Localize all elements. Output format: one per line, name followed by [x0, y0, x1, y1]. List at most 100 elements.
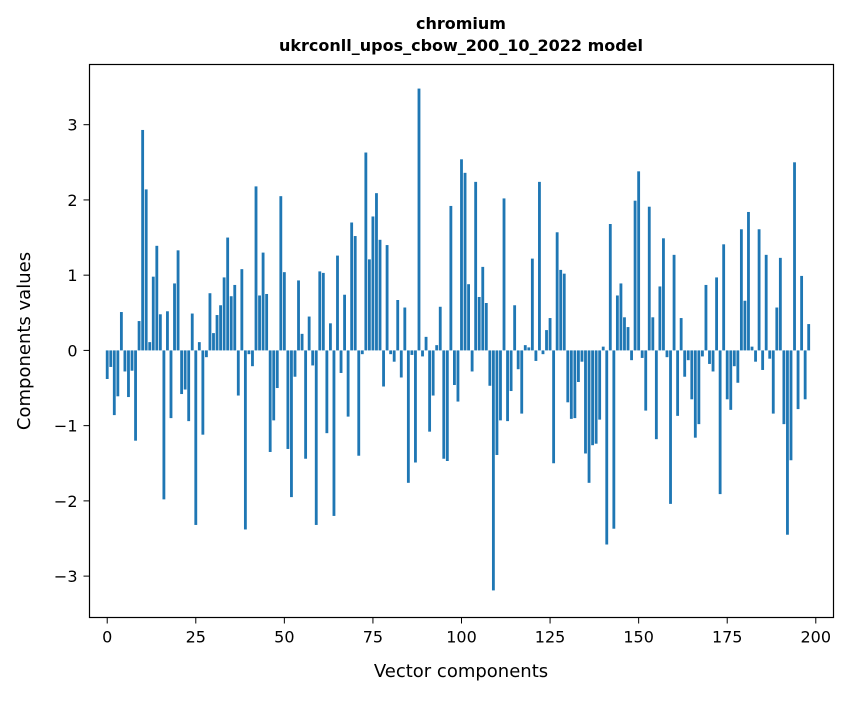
- bar: [555, 232, 559, 351]
- x-tick-label: 0: [102, 628, 112, 647]
- bar: [739, 229, 743, 351]
- bar: [548, 318, 552, 351]
- bar: [105, 350, 109, 379]
- bar: [488, 350, 492, 386]
- bar: [343, 294, 346, 351]
- bar: [477, 296, 481, 351]
- bar: [523, 345, 527, 351]
- bar: [297, 280, 300, 351]
- bar: [534, 350, 538, 361]
- bar: [116, 350, 120, 397]
- bar: [428, 350, 432, 432]
- bar: [711, 350, 715, 372]
- bar: [520, 350, 524, 414]
- bar: [768, 350, 772, 359]
- bar: [378, 239, 382, 351]
- bar: [573, 350, 577, 419]
- bar: [442, 350, 446, 459]
- bar: [396, 300, 400, 351]
- bar: [509, 350, 513, 392]
- bar: [130, 350, 134, 371]
- bar: [403, 307, 407, 351]
- bar: [637, 171, 641, 351]
- bar: [679, 318, 683, 351]
- bar: [300, 333, 304, 351]
- x-tick-label: 75: [363, 628, 383, 647]
- bar: [169, 350, 173, 419]
- bar: [676, 350, 680, 416]
- bar: [789, 350, 793, 461]
- bar: [562, 273, 566, 351]
- bar: [481, 266, 485, 351]
- bar: [336, 255, 339, 351]
- bar: [669, 350, 672, 504]
- bar: [208, 293, 212, 351]
- bar: [647, 206, 651, 351]
- bar: [545, 330, 548, 351]
- bar: [491, 350, 495, 591]
- bar: [275, 350, 279, 389]
- bar: [226, 237, 230, 351]
- bar: [467, 284, 470, 351]
- bar: [775, 307, 779, 351]
- bar: [251, 350, 254, 367]
- bar: [215, 315, 219, 351]
- bar: [612, 350, 616, 529]
- bar: [272, 350, 276, 421]
- bar: [261, 252, 265, 351]
- x-tick-label: 150: [623, 628, 654, 647]
- bar: [357, 350, 361, 456]
- bar: [615, 295, 619, 351]
- bar: [456, 350, 460, 402]
- bar: [796, 350, 800, 410]
- bar: [127, 350, 130, 398]
- bar: [683, 350, 687, 377]
- bar: [399, 350, 403, 378]
- plot-frame: [88, 63, 835, 619]
- bar: [729, 350, 733, 410]
- bar: [134, 350, 137, 441]
- bar: [321, 272, 325, 351]
- bar: [109, 350, 113, 367]
- bar: [229, 296, 233, 351]
- bar: [743, 300, 747, 351]
- y-tick-label: −3: [54, 567, 78, 586]
- bar: [194, 350, 198, 525]
- y-tick-label: 1: [67, 266, 77, 285]
- bar: [453, 350, 456, 386]
- bar: [318, 271, 322, 351]
- bar: [474, 181, 478, 351]
- bar: [286, 350, 290, 449]
- bar: [144, 189, 148, 351]
- bar: [506, 350, 509, 422]
- bar: [725, 350, 729, 400]
- y-tick-label: 3: [67, 116, 77, 135]
- bar: [304, 350, 308, 459]
- x-axis-label: Vector components: [374, 661, 548, 682]
- bar: [757, 229, 761, 351]
- bar: [311, 350, 315, 366]
- bar: [470, 350, 474, 372]
- bar: [793, 162, 796, 351]
- bar: [552, 350, 556, 464]
- bar: [449, 205, 453, 351]
- bar: [236, 350, 240, 396]
- bar: [626, 327, 630, 351]
- bar: [212, 333, 215, 351]
- bar: [371, 216, 375, 351]
- bar: [722, 244, 726, 351]
- bar: [608, 224, 612, 351]
- bar: [307, 316, 311, 351]
- bar: [254, 186, 258, 351]
- bar: [513, 305, 517, 351]
- bar: [243, 350, 247, 530]
- bar: [594, 350, 598, 444]
- bar: [293, 350, 297, 377]
- bar: [392, 350, 396, 362]
- chart-subtitle: ukrconll_upos_cbow_200_10_2022 model: [279, 36, 643, 55]
- bar: [708, 350, 711, 364]
- y-tick-label: 2: [67, 191, 77, 210]
- bar: [155, 245, 159, 351]
- bar: [190, 313, 194, 351]
- bar: [538, 181, 541, 351]
